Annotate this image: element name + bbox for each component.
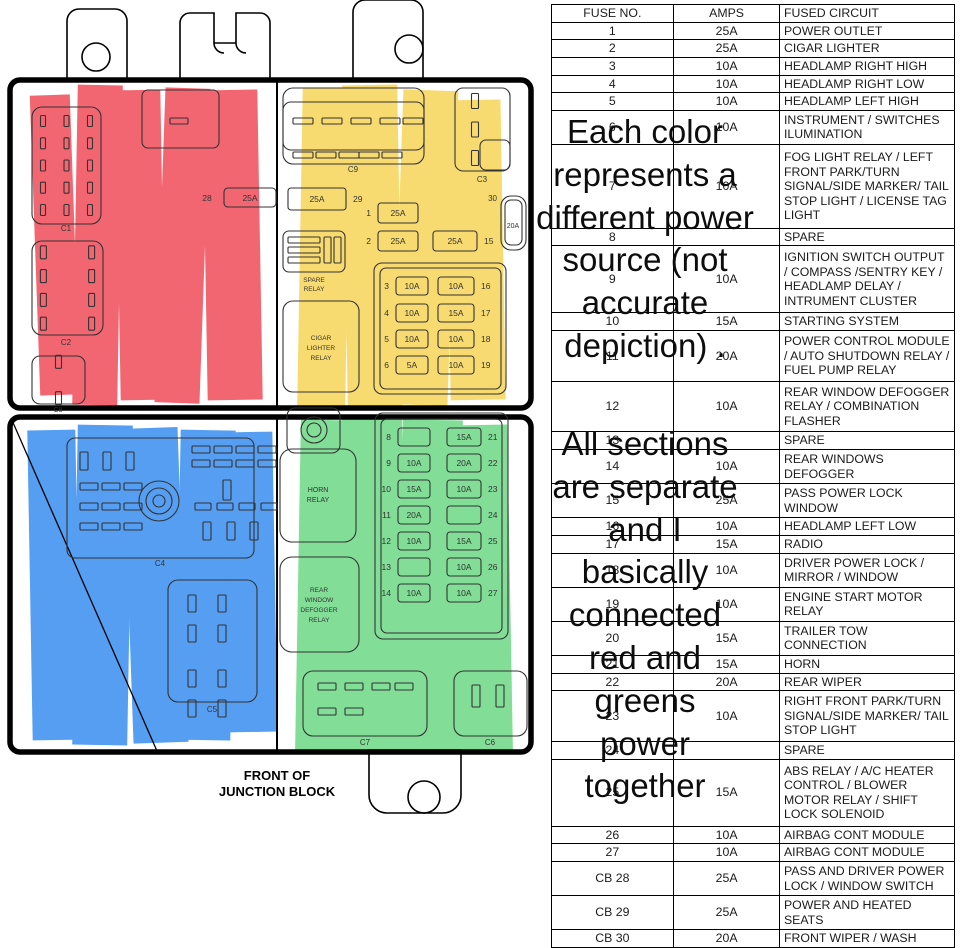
svg-text:15A: 15A [448, 308, 463, 318]
svg-text:25A: 25A [309, 194, 324, 204]
svg-text:C3: C3 [477, 175, 488, 184]
svg-text:25A: 25A [447, 236, 462, 246]
svg-text:2: 2 [366, 236, 371, 246]
svg-text:28: 28 [202, 193, 212, 203]
svg-text:5A: 5A [407, 360, 418, 370]
svg-text:C5: C5 [207, 705, 218, 714]
svg-text:18: 18 [481, 334, 491, 344]
svg-text:JUNCTION BLOCK: JUNCTION BLOCK [219, 784, 336, 799]
svg-text:9: 9 [386, 458, 391, 468]
svg-text:10: 10 [382, 484, 392, 494]
svg-text:10A: 10A [456, 562, 471, 572]
svg-text:1: 1 [366, 208, 371, 218]
svg-text:20A: 20A [406, 510, 421, 520]
svg-text:HORN: HORN [308, 487, 329, 494]
svg-text:3: 3 [384, 281, 389, 291]
svg-text:10A: 10A [404, 334, 419, 344]
svg-text:16: 16 [481, 281, 491, 291]
svg-text:30: 30 [488, 194, 497, 203]
svg-text:5: 5 [384, 334, 389, 344]
svg-text:FRONT OF: FRONT OF [244, 768, 310, 783]
svg-text:27: 27 [488, 588, 498, 598]
svg-text:WINDOW: WINDOW [305, 597, 334, 604]
svg-text:12: 12 [382, 536, 392, 546]
svg-text:29: 29 [353, 194, 363, 204]
svg-text:C9: C9 [348, 165, 359, 174]
svg-text:C1: C1 [61, 224, 72, 233]
svg-text:10A: 10A [456, 588, 471, 598]
svg-text:LIGHTER: LIGHTER [307, 345, 335, 352]
svg-text:15A: 15A [406, 484, 421, 494]
svg-text:C4: C4 [155, 559, 166, 568]
svg-text:25A: 25A [242, 193, 257, 203]
svg-text:10A: 10A [406, 458, 421, 468]
svg-text:10A: 10A [448, 334, 463, 344]
svg-text:RELAY: RELAY [307, 497, 330, 504]
svg-text:21: 21 [488, 432, 498, 442]
svg-text:DEFOGGER: DEFOGGER [300, 607, 338, 614]
svg-text:15A: 15A [456, 536, 471, 546]
svg-text:15: 15 [484, 236, 494, 246]
svg-text:23: 23 [488, 484, 498, 494]
svg-text:14: 14 [382, 588, 392, 598]
svg-text:11: 11 [382, 510, 391, 520]
svg-text:19: 19 [481, 360, 491, 370]
svg-text:4: 4 [384, 308, 389, 318]
svg-text:RELAY: RELAY [311, 355, 332, 362]
svg-text:CIGAR: CIGAR [311, 335, 332, 342]
svg-text:10A: 10A [406, 536, 421, 546]
svg-text:C7: C7 [360, 738, 371, 747]
svg-text:13: 13 [382, 562, 392, 572]
svg-text:25A: 25A [390, 236, 405, 246]
svg-text:C2: C2 [61, 338, 72, 347]
svg-text:SPARE: SPARE [303, 277, 325, 284]
svg-text:25: 25 [488, 536, 498, 546]
svg-text:25A: 25A [390, 208, 405, 218]
svg-text:C8: C8 [54, 407, 63, 414]
svg-text:10A: 10A [456, 484, 471, 494]
svg-text:10A: 10A [448, 281, 463, 291]
svg-text:20A: 20A [456, 458, 471, 468]
svg-text:10A: 10A [404, 281, 419, 291]
svg-text:15A: 15A [456, 432, 471, 442]
svg-text:RELAY: RELAY [309, 617, 330, 624]
svg-text:22: 22 [488, 458, 498, 468]
svg-text:C6: C6 [485, 738, 496, 747]
svg-text:REAR: REAR [310, 587, 328, 594]
svg-text:8: 8 [386, 432, 391, 442]
svg-text:26: 26 [488, 562, 498, 572]
svg-text:10A: 10A [406, 588, 421, 598]
svg-text:17: 17 [481, 308, 491, 318]
svg-text:10A: 10A [404, 308, 419, 318]
svg-text:6: 6 [384, 360, 389, 370]
svg-text:10A: 10A [448, 360, 463, 370]
svg-text:24: 24 [488, 510, 498, 520]
svg-text:RELAY: RELAY [304, 286, 325, 293]
